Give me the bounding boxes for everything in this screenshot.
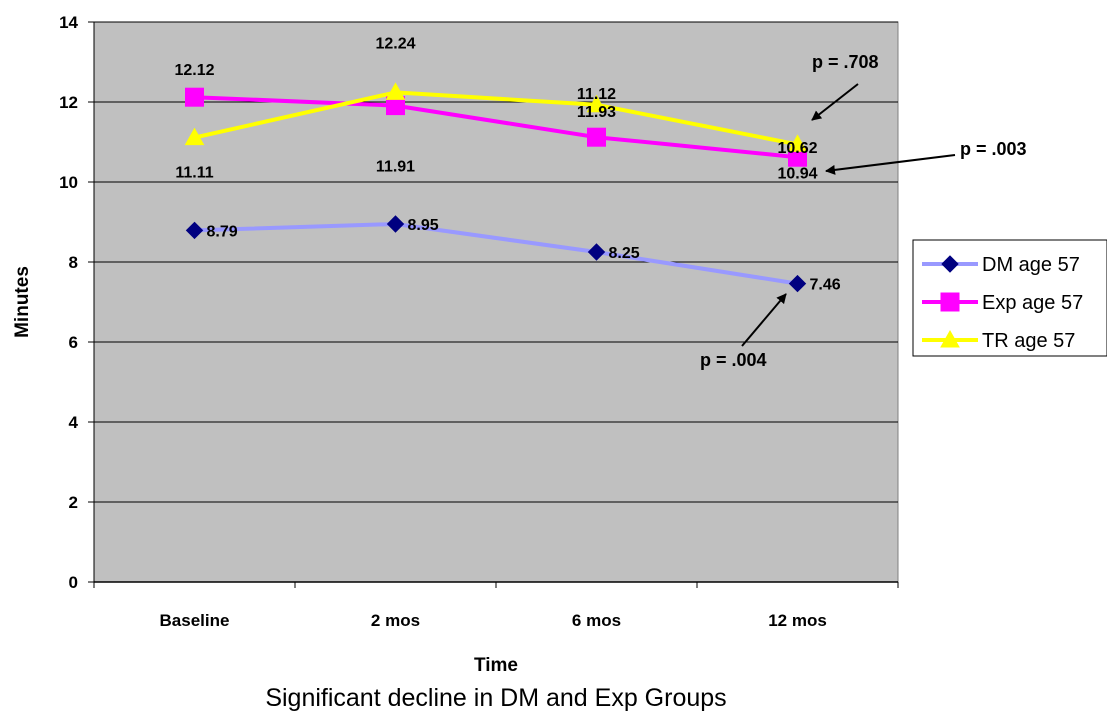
data-point-exp-age-57-6-mos xyxy=(587,127,606,147)
y-tick-labels: 0 2 4 6 8 10 12 14 xyxy=(59,13,78,592)
data-point-dm-age-57-baseline xyxy=(185,221,204,240)
data-label-exp-age-57-2-mos: 11.91 xyxy=(376,159,415,176)
y-tick-label-6: 6 xyxy=(69,333,78,352)
legend-marker-exp-age-57 xyxy=(940,292,960,312)
data-point-tr-age-57-12-mos xyxy=(787,134,808,152)
data-label-exp-age-57-baseline: 12.12 xyxy=(174,62,214,79)
data-label-exp-age-57-12-mos: 10.62 xyxy=(777,140,817,157)
plot-area xyxy=(93,21,899,583)
gridlines xyxy=(94,21,898,503)
legend-label-exp-age-57: Exp age 57 xyxy=(982,292,1083,314)
data-label-tr-age-57-12-mos: 10.94 xyxy=(777,165,817,182)
data-label-tr-age-57-baseline: 11.11 xyxy=(175,165,213,182)
series-line-exp-age-57 xyxy=(194,95,798,160)
y-tick-label-8: 8 xyxy=(69,253,78,272)
annotation-p-708: p = .708 xyxy=(811,52,879,121)
x-tick-label-6-mos: 6 mos xyxy=(572,611,621,630)
data-label-exp-age-57-6-mos: 11.12 xyxy=(577,86,616,103)
annotations: p = .708 p = .003 p = .004 xyxy=(700,52,1027,370)
legend-label-dm-age-57: DM age 57 xyxy=(982,254,1080,276)
y-tick-label-0: 0 xyxy=(69,573,78,592)
x-tick-labels: Baseline 2 mos 6 mos 12 mos xyxy=(160,611,827,630)
y-tick-label-12: 12 xyxy=(59,93,78,112)
annotation-text-2: p = .004 xyxy=(700,350,767,370)
y-axis-title: Minutes xyxy=(12,266,33,338)
x-tick-label-12-mos: 12 mos xyxy=(768,611,827,630)
x-axis-title: Time xyxy=(474,655,518,676)
data-label-dm-age-57-2-mos: 8.95 xyxy=(408,217,439,234)
data-point-tr-age-57-2-mos xyxy=(385,82,406,100)
annotation-p-004: p = .004 xyxy=(700,293,787,370)
series-exp-age-57 xyxy=(185,87,807,167)
annotation-arrow-0 xyxy=(811,83,859,121)
data-point-dm-age-57-6-mos xyxy=(587,243,606,261)
annotation-text-0: p = .708 xyxy=(812,52,879,72)
data-label-dm-age-57-6-mos: 8.25 xyxy=(609,245,640,262)
y-tick-label-4: 4 xyxy=(69,413,79,432)
data-point-tr-age-57-baseline xyxy=(184,127,205,146)
y-tick-label-14: 14 xyxy=(59,13,78,32)
legend-label-tr-age-57: TR age 57 xyxy=(982,330,1075,352)
legend-item-exp-age-57: Exp age 57 xyxy=(922,292,1083,314)
data-label-dm-age-57-12-mos: 7.46 xyxy=(810,277,841,294)
series-line-dm-age-57 xyxy=(194,222,798,286)
legend-marker-tr-age-57 xyxy=(940,329,960,348)
annotation-arrow-1 xyxy=(825,154,956,175)
y-tick-label-2: 2 xyxy=(69,493,78,512)
series-group xyxy=(184,82,808,293)
series-tr-age-57 xyxy=(184,82,808,152)
series-line-tr-age-57 xyxy=(194,90,798,147)
x-tick-label-2-mos: 2 mos xyxy=(371,611,420,630)
data-point-dm-age-57-2-mos xyxy=(386,215,405,233)
legend-marker-dm-age-57 xyxy=(941,255,959,273)
data-labels: 8.79 8.95 8.25 7.46 12.12 11.91 11.12 10.62 11.1… xyxy=(174,35,840,293)
legend-item-tr-age-57: TR age 57 xyxy=(922,329,1075,352)
axes xyxy=(88,21,899,588)
chart-caption: Significant decline in DM and Exp Groups xyxy=(265,684,726,712)
data-label-dm-age-57-baseline: 8.79 xyxy=(207,223,238,240)
data-point-tr-age-57-6-mos xyxy=(586,94,607,113)
data-point-dm-age-57-12-mos xyxy=(788,274,807,293)
data-label-tr-age-57-6-mos: 11.93 xyxy=(577,104,616,121)
x-tick-label-baseline: Baseline xyxy=(160,611,230,630)
legend-item-dm-age-57: DM age 57 xyxy=(922,254,1080,276)
series-dm-age-57 xyxy=(185,215,807,293)
annotation-text-1: p = .003 xyxy=(960,139,1027,159)
annotation-arrow-2 xyxy=(741,293,787,347)
y-tick-label-10: 10 xyxy=(59,173,78,192)
legend: DM age 57 Exp age 57 TR age 57 xyxy=(912,239,1107,357)
data-point-exp-age-57-baseline xyxy=(185,87,204,107)
annotation-p-003: p = .003 xyxy=(825,139,1027,175)
data-label-tr-age-57-2-mos: 12.24 xyxy=(375,35,415,52)
